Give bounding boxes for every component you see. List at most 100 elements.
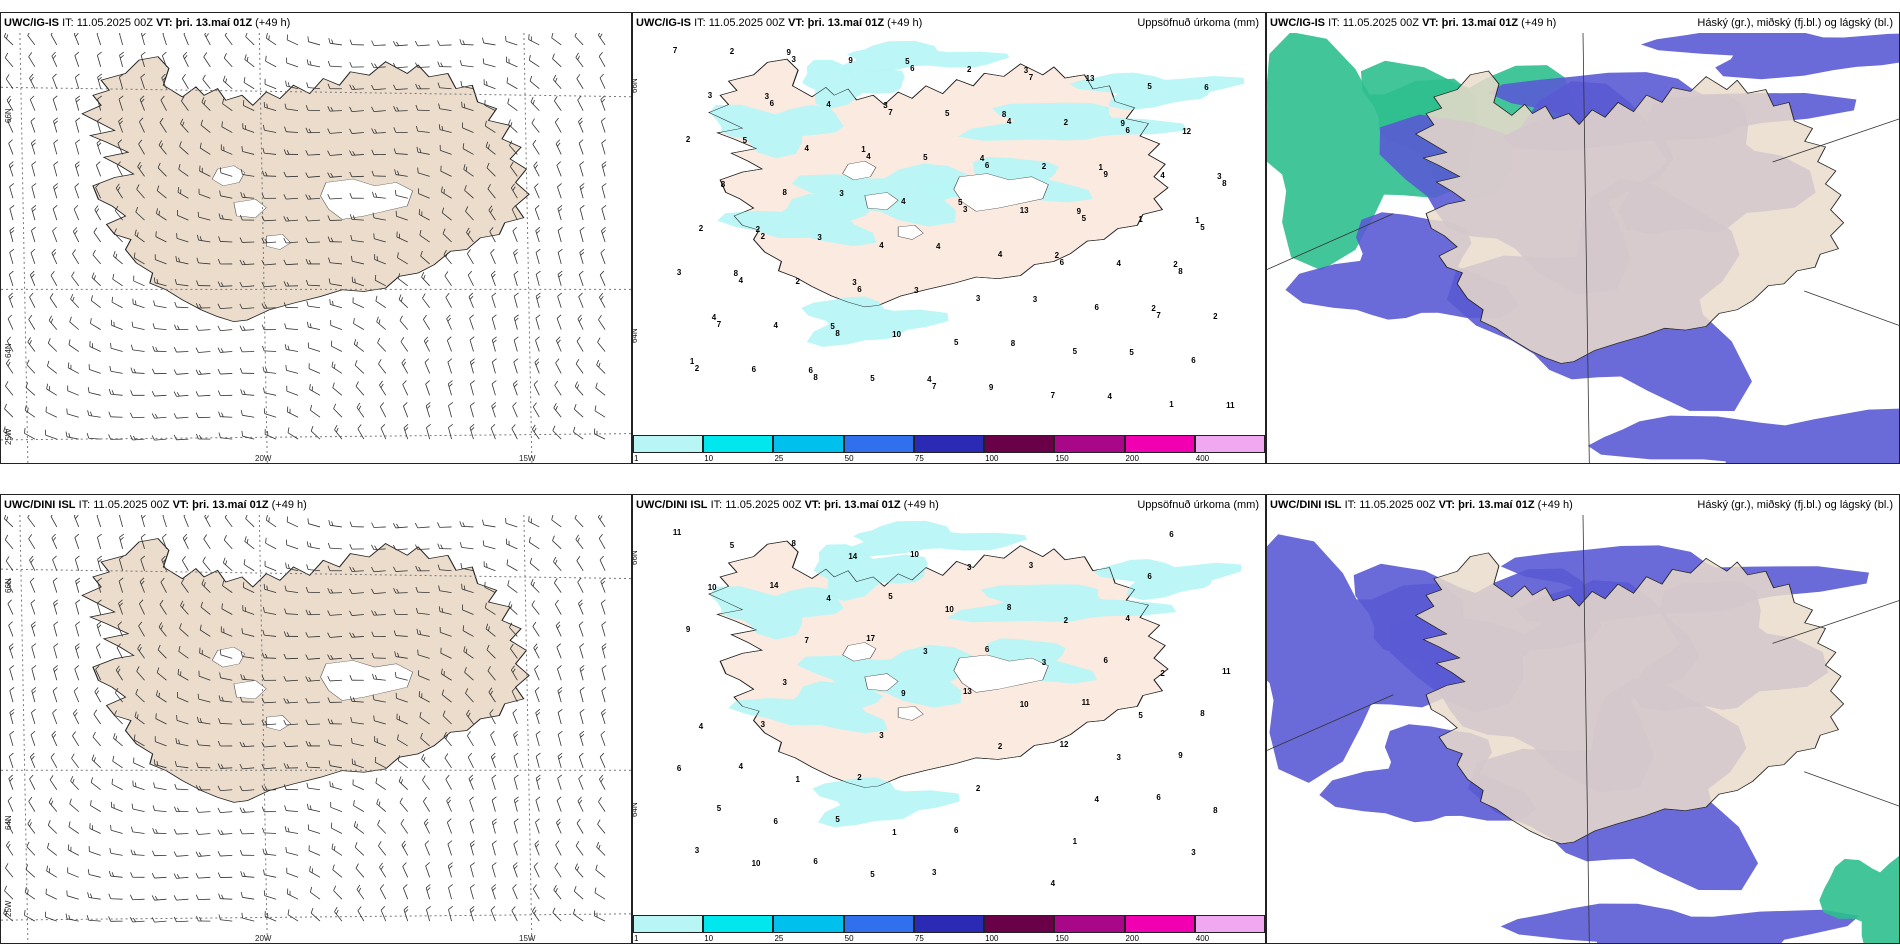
wind-barb xyxy=(371,62,386,69)
barb-staff xyxy=(397,257,408,265)
barb-staff xyxy=(73,690,80,703)
wind-barb xyxy=(349,521,364,528)
panel-header: UWC/DINI ISL IT: 11.05.2025 00Z VT: þri.… xyxy=(1,495,631,515)
barb-staff xyxy=(373,217,386,221)
wind-barb xyxy=(65,913,79,922)
barb-staff xyxy=(507,103,518,111)
wind-barb xyxy=(8,161,14,177)
barb-flag xyxy=(196,739,199,745)
wind-barb xyxy=(397,273,408,287)
wind-barb xyxy=(425,884,431,900)
barb-flag xyxy=(599,73,605,79)
barb-staff xyxy=(601,690,606,703)
glacier xyxy=(864,673,899,692)
barb-flag xyxy=(380,383,384,388)
wind-barb xyxy=(415,62,430,68)
precip-map: 11 14 17 13 12 6 3 8 5 6 11 9 5 6 10 8 6 8 4 5 3 3 4 11 3 2 6 4 6 9 3 3… xyxy=(633,515,1265,915)
wind-barb xyxy=(557,752,563,768)
barb-flag xyxy=(199,916,202,922)
barb-flag xyxy=(197,716,199,723)
barb-flag xyxy=(327,610,331,616)
barb-flag xyxy=(74,712,78,717)
barb-flag xyxy=(261,785,265,791)
precip-value-label: 2 xyxy=(795,277,800,286)
wind-barb xyxy=(594,405,606,418)
barb-flag xyxy=(221,696,224,702)
barb-flag xyxy=(534,164,539,169)
barb-flag xyxy=(349,62,353,68)
wind-barb xyxy=(510,183,518,199)
barb-flag xyxy=(264,429,266,435)
barb-staff xyxy=(418,654,430,659)
barb-flag xyxy=(513,336,519,341)
barb-flag xyxy=(218,432,221,438)
barb-flag xyxy=(333,885,337,891)
wind-barb xyxy=(73,515,80,528)
barb-staff xyxy=(509,145,518,155)
barb-flag xyxy=(371,610,375,616)
barb-staff xyxy=(576,341,584,352)
barb-staff xyxy=(330,304,343,309)
barb-flag xyxy=(203,52,208,58)
wind-barb xyxy=(28,796,36,812)
barb-staff xyxy=(418,675,430,681)
barb-staff xyxy=(176,416,189,419)
wind-barb xyxy=(327,150,342,156)
barb-flag xyxy=(95,665,100,670)
barb-flag xyxy=(396,231,398,237)
barb-flag xyxy=(286,150,290,155)
barb-staff xyxy=(448,405,452,418)
barb-flag xyxy=(470,909,475,913)
barb-staff xyxy=(469,800,474,812)
wind-barb xyxy=(283,784,299,791)
iceland-coastline xyxy=(81,56,530,323)
wind-barb xyxy=(158,140,167,155)
barb-staff xyxy=(202,79,211,89)
barb-flag xyxy=(576,556,581,561)
barb-staff xyxy=(401,844,409,856)
wind-barb xyxy=(217,390,233,396)
wind-barb xyxy=(87,387,101,396)
wind-barb xyxy=(286,539,299,550)
wind-barb xyxy=(195,412,211,419)
barb-staff xyxy=(89,851,101,856)
wind-barb xyxy=(350,717,364,725)
barb-flag xyxy=(598,844,601,850)
barb-flag xyxy=(327,654,331,660)
wind-barb xyxy=(25,864,36,878)
panel-precip-dini: UWC/DINI ISL IT: 11.05.2025 00Z VT: þri.… xyxy=(632,494,1266,944)
wind-barb xyxy=(9,205,15,221)
barb-flag xyxy=(305,761,309,768)
barb-flag xyxy=(602,164,607,168)
barb-staff xyxy=(490,252,496,265)
barb-staff xyxy=(95,165,102,177)
wind-barb xyxy=(5,556,14,571)
barb-staff xyxy=(356,889,365,900)
barb-staff xyxy=(286,369,299,374)
wind-barb xyxy=(178,646,189,659)
barb-staff xyxy=(398,299,408,309)
barb-flag xyxy=(415,544,419,550)
barb-flag xyxy=(8,161,14,166)
lead-time: (+49 h) xyxy=(255,17,291,29)
barb-flag xyxy=(396,523,400,528)
wind-barb xyxy=(239,719,255,725)
barb-flag xyxy=(131,321,134,328)
barb-flag xyxy=(240,651,243,657)
barb-flag xyxy=(162,515,168,516)
wind-barb xyxy=(195,873,211,879)
barb-flag xyxy=(7,843,11,849)
wind-barb xyxy=(593,910,606,922)
wind-barb xyxy=(9,708,15,725)
wind-barb xyxy=(469,424,475,440)
barb-flag xyxy=(491,380,497,385)
barb-flag xyxy=(372,694,375,700)
wind-barb xyxy=(578,621,584,637)
barb-flag xyxy=(262,170,265,176)
barb-staff xyxy=(464,671,474,681)
barb-flag xyxy=(513,752,519,757)
barb-flag xyxy=(133,252,136,258)
barb-flag xyxy=(396,106,400,112)
barb-staff xyxy=(199,652,211,659)
barb-staff xyxy=(417,548,430,550)
